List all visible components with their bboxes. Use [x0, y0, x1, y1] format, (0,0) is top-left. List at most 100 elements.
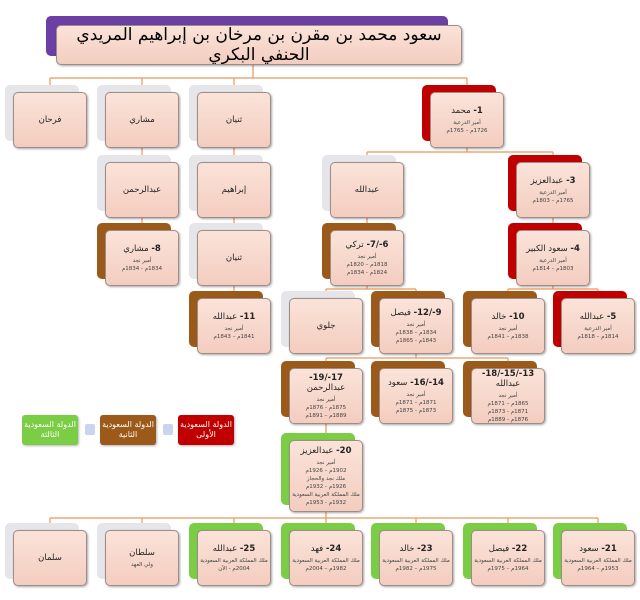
- detail-line: أمير نجد: [316, 396, 336, 403]
- name-text: سلطان: [129, 547, 155, 558]
- root-name: سعود محمد بن مقرن بن مرخان بن إبراهيم ال…: [76, 25, 442, 65]
- reign-details: ملك المملكة العربية السعودية 2004م - الآن: [200, 557, 268, 573]
- person-name: 21- سعود: [579, 544, 616, 554]
- person-name: مشاري: [129, 115, 154, 125]
- legend-label: الدولة السعودية الثالثة: [24, 420, 76, 439]
- ruler-number: 14-/16-: [410, 377, 444, 388]
- detail-line: 1726م – 1765م: [446, 127, 488, 134]
- detail-line: أمير نجد: [224, 325, 244, 332]
- name-text: خالد: [399, 543, 415, 554]
- ruler-number: 8-: [151, 243, 161, 254]
- ruler-number: 22-: [511, 543, 528, 554]
- ruler-number: 11-: [239, 311, 256, 322]
- person-name: 23- خالد: [400, 544, 433, 554]
- reign-details: أمير الدرعية 1803م – 1814م: [532, 257, 573, 273]
- person-name: عبدالرحمن: [123, 185, 161, 195]
- name-text: مشاري: [129, 115, 155, 125]
- person-node: 21- سعود ملك المملكة العربية السعودية 1953…: [561, 530, 635, 586]
- person-name: 20- عبدالعزيز: [301, 446, 352, 456]
- person-name: 6-/7- تركي: [346, 240, 389, 250]
- legend-label: الدولة السعودية الثانية: [102, 420, 154, 439]
- ruler-number: 3-: [566, 175, 576, 186]
- name-text: فرحان: [38, 115, 62, 125]
- person-node: 22- فيصل ملك المملكة العربية السعودية 1964…: [471, 530, 545, 586]
- person-name: 9-/12- فيصل: [390, 308, 441, 318]
- detail-line: 1889م – 1891م: [305, 412, 347, 419]
- legend-separator: [85, 424, 95, 435]
- person-node: 8- مشاري أمير نجد 1834م - 1834م: [105, 230, 179, 286]
- detail-line: 1964م – 1975م: [487, 565, 529, 572]
- person-name: 13-/15-/18- عبدالله: [472, 369, 544, 389]
- name-text: ثنيان: [225, 253, 243, 263]
- detail-line: أمير الدرعية: [584, 325, 612, 332]
- ruler-number: 13-/15-/18-: [481, 368, 535, 379]
- name-text: سلمان: [38, 553, 62, 563]
- legend-label: الدولة السعودية الأولى: [180, 420, 232, 439]
- person-node: ثنيان: [197, 92, 271, 148]
- detail-line: ملك المملكة العربية السعودية: [292, 491, 360, 498]
- name-text: عبدالله: [579, 311, 605, 322]
- person-name: سلطان: [129, 548, 155, 558]
- detail-line: أمير الدرعية: [453, 119, 481, 126]
- detail-line: 2004م - الآن: [218, 565, 250, 572]
- name-text: مشاري: [123, 243, 149, 254]
- person-node: 20- عبدالعزيز أمير نجد 1902م – 1926م ملك نج…: [289, 440, 363, 512]
- detail-line: ملك المملكة العربية السعودية: [474, 557, 542, 564]
- reign-details: ولي العهد: [131, 561, 153, 569]
- detail-line: أمير نجد: [357, 253, 377, 260]
- detail-line: أمير نجد: [316, 459, 336, 466]
- name-text: فيصل: [390, 307, 411, 318]
- ruler-number: 21-: [601, 543, 617, 554]
- detail-line: ولي العهد: [131, 561, 153, 568]
- detail-line: 1926م - 1932م: [305, 483, 347, 490]
- ruler-number: 9-/12-: [413, 307, 442, 318]
- person-node: 5- عبدالله أمير الدرعية 1814م – 1818م: [561, 298, 635, 354]
- person-node: مشاري: [105, 92, 179, 148]
- person-node: 17-/19- عبدالرحمن أمير نجد 1875م - 1876م 18…: [289, 368, 363, 424]
- reign-details: أمير نجد 1834م - 1834م: [122, 257, 162, 273]
- detail-line: أمير الدرعية: [539, 257, 567, 264]
- detail-line: 1834م – 1838م: [395, 329, 437, 336]
- person-name: سلمان: [38, 553, 62, 563]
- detail-line: أمير نجد: [498, 325, 518, 332]
- person-name: 10- خالد: [492, 312, 525, 322]
- reign-details: أمير الدرعية 1765م – 1803م: [532, 189, 573, 205]
- person-node: عبدالرحمن: [105, 162, 179, 218]
- person-name: 5- عبدالله: [580, 312, 617, 322]
- detail-line: ملك المملكة العربية السعودية: [200, 557, 268, 564]
- detail-line: ملك المملكة العربية السعودية: [382, 557, 450, 564]
- detail-line: 1975م – 1982م: [395, 565, 437, 572]
- detail-line: 1902م – 1926م: [305, 467, 347, 474]
- reign-details: أمير نجد 1875م - 1876م 1889م – 1891م: [305, 396, 346, 420]
- person-name: 22- فيصل: [489, 544, 528, 554]
- detail-line: 1818م – 1820م: [346, 261, 388, 268]
- person-node: إبراهيم: [197, 162, 271, 218]
- reign-details: ملك المملكة العربية السعودية 1953م – 1964…: [564, 557, 632, 573]
- detail-line: 1876م - 1889م: [487, 416, 529, 423]
- reign-details: أمير نجد 1841م – 1843م: [213, 325, 254, 341]
- name-text: عبدالعزيز: [300, 445, 334, 456]
- name-text: عبدالرحمن: [122, 185, 162, 195]
- person-node: 9-/12- فيصل أمير نجد 1834م – 1838م 1843م - …: [379, 298, 453, 354]
- person-name: 25- عبدالله: [213, 544, 256, 554]
- name-text: جلوي: [316, 321, 336, 331]
- reign-details: أمير نجد 1865م – 1871م 1871م - 1873م 1876م …: [487, 392, 528, 424]
- name-text: عبدالعزيز: [530, 175, 564, 186]
- detail-line: أمير الدرعية: [539, 189, 567, 196]
- person-name: 1- محمد: [451, 106, 483, 116]
- person-name: ثنيان: [226, 115, 242, 125]
- ruler-number: 6-/7-: [366, 239, 389, 250]
- name-text: عبدالله: [354, 185, 380, 195]
- person-name: 3- عبدالعزيز: [530, 176, 575, 186]
- detail-line: 1843م - 1865م: [395, 337, 437, 344]
- detail-line: 1838م – 1841م: [487, 333, 529, 340]
- reign-details: ملك المملكة العربية السعودية 1964م – 1975…: [474, 557, 542, 573]
- person-node: 10- خالد أمير نجد 1838م – 1841م: [471, 298, 545, 354]
- person-node: 11- عبدالله أمير نجد 1841م – 1843م: [197, 298, 271, 354]
- legend-third-state: الدولة السعودية الثالثة: [22, 415, 78, 445]
- person-node: ثنيان: [197, 230, 271, 286]
- reign-details: أمير نجد 1871م – 1871م 1873م - 1875م: [395, 391, 436, 415]
- detail-line: 1814م – 1818م: [577, 333, 619, 340]
- legend-second-state: الدولة السعودية الثانية: [100, 415, 156, 445]
